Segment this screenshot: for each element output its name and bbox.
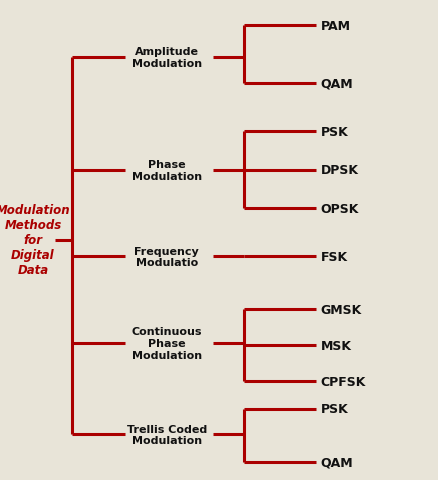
Text: PAM: PAM	[320, 20, 350, 33]
Text: Phase
Modulation: Phase Modulation	[131, 160, 201, 181]
Text: Trellis Coded
Modulation: Trellis Coded Modulation	[127, 424, 206, 445]
Text: Frequency
Modulatio: Frequency Modulatio	[134, 246, 199, 267]
Text: OPSK: OPSK	[320, 202, 358, 216]
Text: Continuous
Phase
Modulation: Continuous Phase Modulation	[131, 326, 201, 360]
Text: DPSK: DPSK	[320, 164, 358, 177]
Text: CPFSK: CPFSK	[320, 375, 365, 388]
Text: PSK: PSK	[320, 125, 347, 139]
Text: FSK: FSK	[320, 250, 347, 264]
Text: GMSK: GMSK	[320, 303, 361, 316]
Text: MSK: MSK	[320, 339, 351, 352]
Text: QAM: QAM	[320, 77, 352, 91]
Text: PSK: PSK	[320, 402, 347, 416]
Text: Amplitude
Modulation: Amplitude Modulation	[131, 47, 201, 68]
Text: Modulation
Methods
for
Digital
Data: Modulation Methods for Digital Data	[0, 204, 70, 276]
Text: QAM: QAM	[320, 455, 352, 468]
